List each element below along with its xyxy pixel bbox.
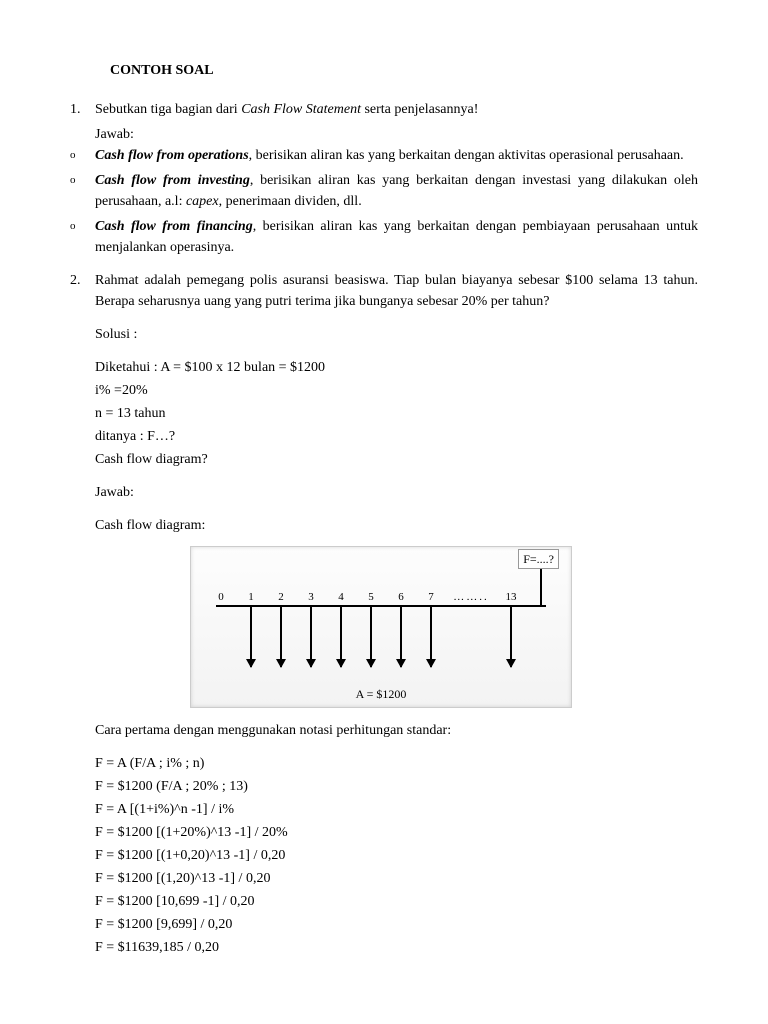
- question-1: 1. Sebutkan tiga bagian dari Cash Flow S…: [70, 99, 698, 120]
- ellipsis: ……..: [453, 589, 489, 606]
- q1-jawab: Jawab:: [95, 124, 698, 145]
- calc-line: F = $1200 [(1,20)^13 -1] / 0,20: [95, 868, 698, 889]
- tick-label: 3: [308, 589, 314, 606]
- down-arrow-icon: [310, 607, 312, 667]
- down-arrow-icon: [510, 607, 512, 667]
- cash-flow-diagram: 0 1 2 3 4 5 6 7 …….. 13 F=....? A = $1200: [190, 546, 698, 708]
- q1-item-1-rest: , berisikan aliran kas yang berkaitan de…: [249, 148, 684, 163]
- calc-line: F = $1200 [(1+20%)^13 -1] / 20%: [95, 822, 698, 843]
- down-arrow-icon: [370, 607, 372, 667]
- q2-text: Rahmat adalah pemegang polis asuransi be…: [95, 270, 698, 312]
- question-2: 2. Rahmat adalah pemegang polis asuransi…: [70, 270, 698, 312]
- known-line: n = 13 tahun: [95, 403, 698, 424]
- q2-known: Diketahui : A = $100 x 12 bulan = $1200 …: [95, 357, 698, 470]
- known-line: Cash flow diagram?: [95, 449, 698, 470]
- a-label: A = $1200: [356, 685, 407, 703]
- calc-line: F = A [(1+i%)^n -1] / i%: [95, 799, 698, 820]
- down-arrow-icon: [400, 607, 402, 667]
- q1-item-1-body: Cash flow from operations, berisikan ali…: [95, 145, 698, 166]
- calc-line: F = $11639,185 / 0,20: [95, 937, 698, 958]
- bullet-icon: o: [70, 216, 95, 258]
- down-arrow-icon: [430, 607, 432, 667]
- tick-label: 6: [398, 589, 404, 606]
- known-line: i% =20%: [95, 380, 698, 401]
- tick-label: 0: [218, 589, 224, 606]
- q1-item-2-em2: capex: [186, 194, 219, 209]
- q1-item-2-rest2: , penerimaan dividen, dll.: [219, 194, 362, 209]
- calc-block: F = A (F/A ; i% ; n) F = $1200 (F/A ; 20…: [95, 753, 698, 958]
- down-arrow-icon: [280, 607, 282, 667]
- q1-post: serta penjelasannya!: [361, 102, 478, 117]
- q2-jawab: Jawab:: [95, 482, 698, 503]
- q1-item-3-term: Cash flow from financing: [95, 219, 253, 234]
- known-line: ditanya : F…?: [95, 426, 698, 447]
- calc-line: F = $1200 (F/A ; 20% ; 13): [95, 776, 698, 797]
- q2-solusi: Solusi :: [95, 324, 698, 345]
- known-line: Diketahui : A = $100 x 12 bulan = $1200: [95, 357, 698, 378]
- q1-item-1-term: Cash flow from operations: [95, 148, 249, 163]
- tick-label: 1: [248, 589, 254, 606]
- down-arrow-icon: [250, 607, 252, 667]
- q1-item-1: o Cash flow from operations, berisikan a…: [70, 145, 698, 166]
- calc-line: F = $1200 [9,699] / 0,20: [95, 914, 698, 935]
- method1-intro: Cara pertama dengan menggunakan notasi p…: [95, 720, 698, 741]
- tick-label: 13: [506, 589, 517, 606]
- timeline: [216, 605, 546, 607]
- down-arrow-icon: [340, 607, 342, 667]
- bullet-icon: o: [70, 170, 95, 212]
- q1-number: 1.: [70, 99, 95, 120]
- q1-item-2-term: Cash flow from investing: [95, 173, 250, 188]
- calc-line: F = A (F/A ; i% ; n): [95, 753, 698, 774]
- q1-pre: Sebutkan tiga bagian dari: [95, 102, 241, 117]
- q1-text: Sebutkan tiga bagian dari Cash Flow Stat…: [95, 99, 698, 120]
- tick-label: 7: [428, 589, 434, 606]
- tick-label: 4: [338, 589, 344, 606]
- tick-label: 2: [278, 589, 284, 606]
- f-label: F=....?: [518, 549, 559, 569]
- q1-item-2: o Cash flow from investing, berisikan al…: [70, 170, 698, 212]
- q2-cfd-label: Cash flow diagram:: [95, 515, 698, 536]
- q1-item-3: o Cash flow from financing, berisikan al…: [70, 216, 698, 258]
- calc-line: F = $1200 [(1+0,20)^13 -1] / 0,20: [95, 845, 698, 866]
- q1-em: Cash Flow Statement: [241, 102, 361, 117]
- bullet-icon: o: [70, 145, 95, 166]
- calc-line: F = $1200 [10,699 -1] / 0,20: [95, 891, 698, 912]
- q1-item-3-body: Cash flow from financing, berisikan alir…: [95, 216, 698, 258]
- tick-label: 5: [368, 589, 374, 606]
- q1-item-2-body: Cash flow from investing, berisikan alir…: [95, 170, 698, 212]
- page-title: CONTOH SOAL: [110, 60, 698, 81]
- q2-number: 2.: [70, 270, 95, 312]
